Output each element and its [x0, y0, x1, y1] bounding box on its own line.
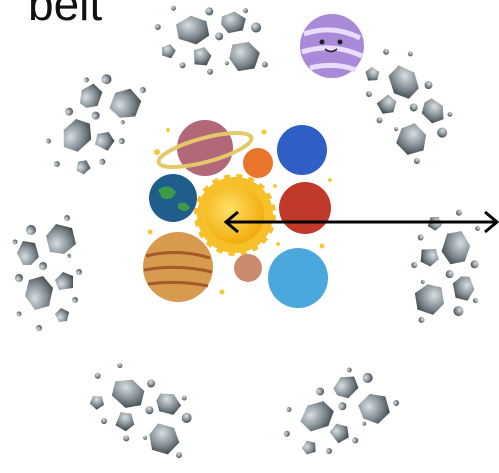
- asteroid-cluster: [12, 215, 82, 331]
- orange-planet: [243, 148, 273, 178]
- planet-eye: [337, 39, 343, 45]
- jupiter-bands: [143, 250, 213, 288]
- earth: [149, 174, 197, 222]
- planet-smile: [324, 48, 338, 53]
- small-planet: [234, 254, 262, 282]
- arrow: [223, 210, 499, 234]
- light-blue-planet: [268, 248, 328, 308]
- arrow-head: [484, 210, 499, 234]
- asteroid-cluster: [270, 354, 407, 473]
- earth-land: [158, 186, 190, 211]
- caption: belt: [28, 0, 102, 30]
- planet-ring: [156, 131, 254, 169]
- asteroid-cluster: [347, 35, 466, 172]
- planets: [143, 14, 364, 308]
- asteroid-cluster: [73, 351, 209, 470]
- red-planet: [279, 182, 331, 234]
- asteroid-cluster: [151, 0, 273, 80]
- arrow-head: [223, 210, 239, 234]
- blue-planet: [277, 125, 327, 175]
- asteroid-cluster: [406, 206, 486, 328]
- stars: [147, 128, 332, 295]
- planet-eye: [319, 39, 325, 45]
- planet-stripes: [301, 27, 364, 73]
- asteroid-cluster: [33, 56, 157, 192]
